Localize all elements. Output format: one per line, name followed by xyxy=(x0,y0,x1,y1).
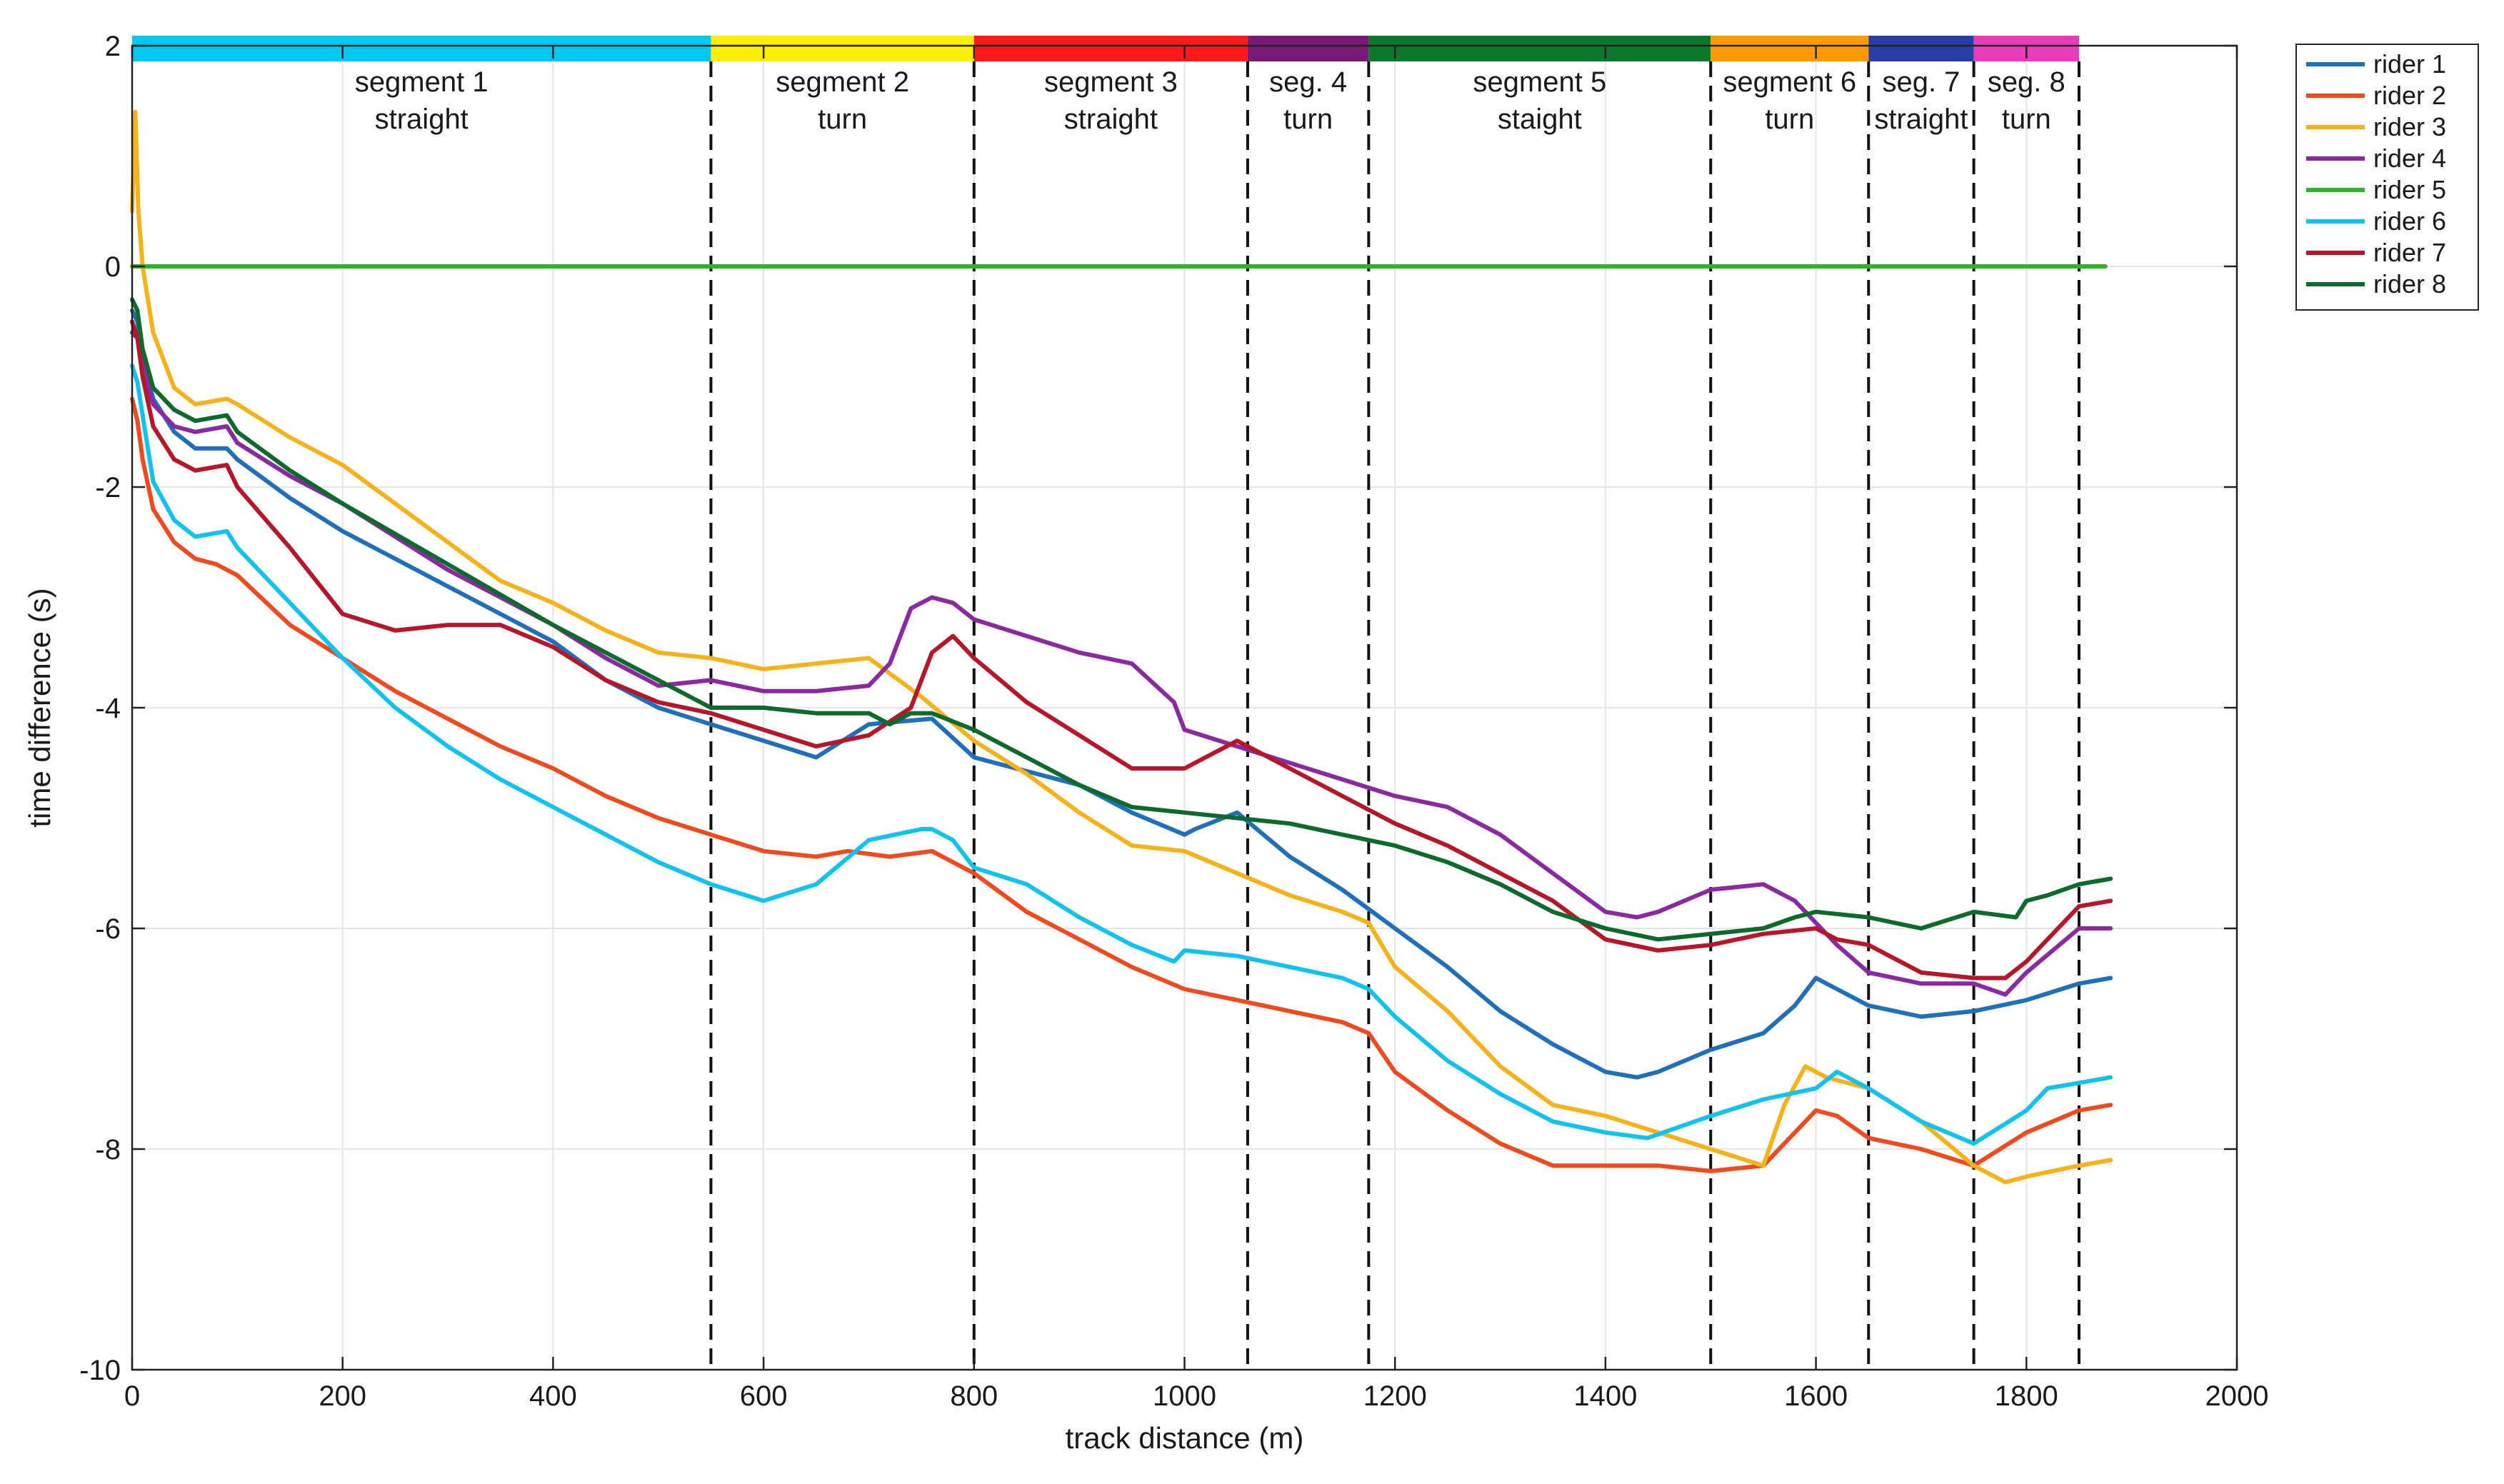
legend-label: rider 6 xyxy=(2373,206,2446,236)
legend-label: rider 7 xyxy=(2373,238,2446,267)
segment-color-bar xyxy=(132,36,711,61)
segment-label-type: straight xyxy=(1064,104,1158,135)
segment-label-type: straight xyxy=(1874,104,1968,135)
legend-label: rider 3 xyxy=(2373,112,2446,141)
series-line-rider-8 xyxy=(130,297,2113,942)
x-tick-label: 1800 xyxy=(1995,1380,2058,1412)
series-lines xyxy=(130,109,2113,1185)
segment-label-name: segment 5 xyxy=(1473,66,1606,98)
segment-color-bar xyxy=(711,36,974,61)
axis-ticks xyxy=(131,44,2238,1371)
y-tick-label: 2 xyxy=(105,31,121,62)
segment-label-name: segment 1 xyxy=(355,66,489,98)
segment-color-bar xyxy=(1368,36,1711,61)
segment-color-bar xyxy=(1868,36,1974,61)
segment-label-name: segment 2 xyxy=(776,66,909,98)
x-tick-label: 2000 xyxy=(2205,1380,2269,1412)
y-tick-label: -10 xyxy=(79,1355,121,1386)
segment-label-type: staight xyxy=(1498,104,1582,135)
segment-label-type: straight xyxy=(375,104,469,135)
series-line-rider-6 xyxy=(130,364,2113,1146)
legend-label: rider 2 xyxy=(2373,81,2446,110)
x-tick-label: 600 xyxy=(740,1380,788,1412)
x-tick-label: 0 xyxy=(124,1380,140,1412)
series-line-rider-7 xyxy=(130,319,2113,981)
y-tick-label: -2 xyxy=(95,472,121,503)
segment-color-bar xyxy=(973,36,1248,61)
segment-label-name: segment 6 xyxy=(1723,66,1856,98)
x-axis-title: track distance (m) xyxy=(1066,1421,1304,1455)
series-line-rider-1 xyxy=(130,308,2113,1080)
segment-label-type: turn xyxy=(818,104,867,135)
y-tick-label: -6 xyxy=(95,913,121,945)
x-tick-label: 1400 xyxy=(1573,1380,1637,1412)
legend-label: rider 8 xyxy=(2373,269,2446,299)
segment-label-type: turn xyxy=(2002,104,2051,135)
x-tick-label: 400 xyxy=(529,1380,577,1412)
legend-box xyxy=(2295,44,2479,311)
segment-color-bar xyxy=(1247,36,1369,61)
legend-label: rider 5 xyxy=(2373,175,2446,204)
segment-color-bar xyxy=(1711,36,1869,61)
segment-color-bars xyxy=(132,36,2079,61)
segment-label-name: seg. 4 xyxy=(1269,66,1347,98)
x-tick-label: 1000 xyxy=(1153,1380,1216,1412)
x-tick-label: 200 xyxy=(319,1380,366,1412)
y-axis-title: time difference (s) xyxy=(23,588,56,827)
segment-label-name: seg. 8 xyxy=(1988,66,2065,98)
segment-labels: segment 1 straight segment 2 turn segment 3 s… xyxy=(355,66,2065,135)
x-tick-label: 1600 xyxy=(1784,1380,1848,1412)
series-line-rider-2 xyxy=(130,396,2113,1173)
legend-label: rider 4 xyxy=(2373,144,2446,173)
segment-label-type: turn xyxy=(1283,104,1333,135)
series-line-rider-4 xyxy=(130,330,2113,997)
y-tick-labels: 2 0 -2 -4 -6 -8 -10 xyxy=(79,31,121,1386)
y-tick-label: -4 xyxy=(95,693,121,724)
y-tick-label: 0 xyxy=(105,251,121,283)
segment-label-name: seg. 7 xyxy=(1882,66,1960,98)
series-line-rider-3 xyxy=(130,109,2113,1185)
segment-label-type: turn xyxy=(1765,104,1814,135)
legend-label: rider 1 xyxy=(2373,49,2446,79)
x-tick-label: 800 xyxy=(950,1380,998,1412)
x-tick-labels: 0 200 400 600 800 1000 1200 1400 1600 1800 2000 xyxy=(124,1380,2269,1412)
segment-label-name: segment 3 xyxy=(1044,66,1178,98)
y-tick-label: -8 xyxy=(95,1134,121,1165)
x-tick-label: 1200 xyxy=(1363,1380,1427,1412)
